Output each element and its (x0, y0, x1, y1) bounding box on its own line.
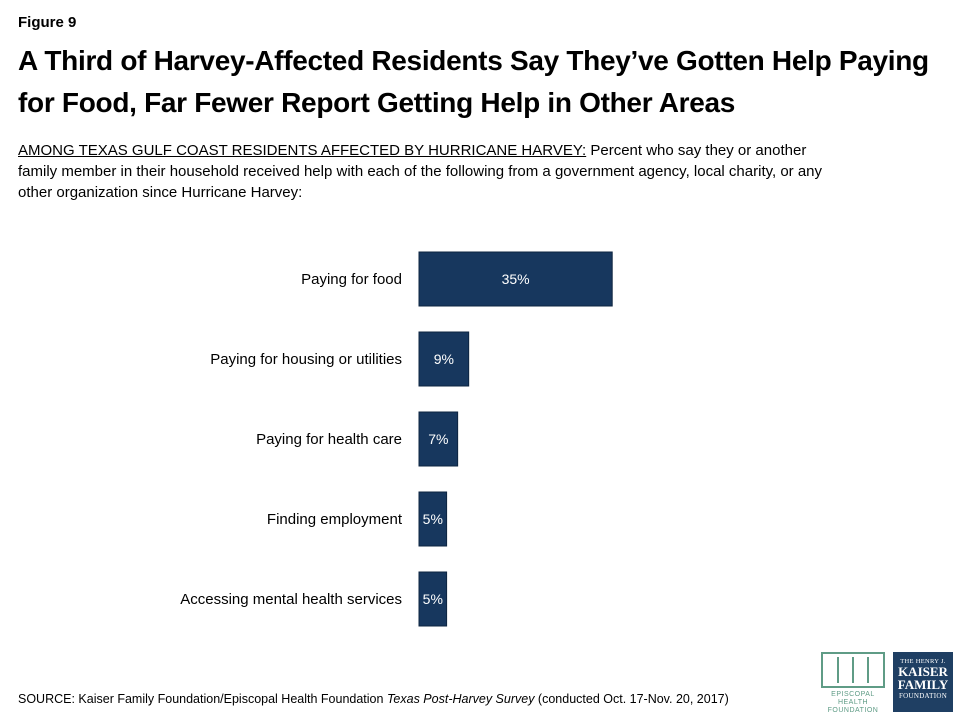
kff-logo-line1: KAISER (898, 664, 948, 679)
bar-0 (418, 251, 613, 307)
data-label-3: 5% (423, 511, 443, 527)
data-label-4: 5% (423, 591, 443, 607)
data-label-1: 9% (434, 351, 454, 367)
source-note: SOURCE: Kaiser Family Foundation/Episcop… (18, 692, 729, 706)
ehf-logo: EPISCOPAL HEALTH FOUNDATION (816, 652, 890, 714)
bar-2 (418, 411, 459, 467)
bar-4 (418, 571, 448, 627)
bar-chart: 35% Paying for food 9% Paying for housing o… (180, 251, 613, 627)
ehf-logo-line2: FOUNDATION (827, 707, 879, 714)
bar-1 (418, 331, 470, 387)
ehf-logo-mark (821, 652, 885, 688)
chart-title: A Third of Harvey-Affected Residents Say… (18, 45, 929, 118)
kff-logo-line2: FAMILY (897, 677, 949, 692)
figure-label: Figure 9 (18, 14, 77, 31)
data-label-2: 7% (428, 431, 448, 447)
source-prefix: SOURCE: Kaiser Family Foundation/Episcop… (18, 692, 387, 706)
category-label-0: Paying for food (301, 271, 402, 288)
bar-3 (418, 491, 448, 547)
category-label-1: Paying for housing or utilities (210, 351, 402, 368)
category-label-3: Finding employment (267, 511, 403, 528)
source-suffix: (conducted Oct. 17-Nov. 20, 2017) (534, 692, 729, 706)
category-label-4: Accessing mental health services (180, 591, 402, 608)
subtitle-rest: Percent who say they or another family m… (18, 142, 823, 201)
subtitle-lead: AMONG TEXAS GULF COAST RESIDENTS AFFECTE… (18, 142, 587, 159)
category-label-2: Paying for health care (256, 431, 402, 448)
source-survey-name: Texas Post-Harvey Survey (386, 692, 535, 706)
data-label-0: 35% (502, 271, 530, 287)
kff-logo-foot: FOUNDATION (898, 692, 948, 700)
kff-logo: THE HENRY J. KAISER FAMILY FOUNDATION (893, 652, 953, 712)
chart-subtitle: AMONG TEXAS GULF COAST RESIDENTS AFFECTE… (18, 140, 848, 203)
ehf-logo-line1: EPISCOPAL HEALTH (831, 691, 875, 706)
kff-logo-small: THE HENRY J. (900, 658, 946, 665)
